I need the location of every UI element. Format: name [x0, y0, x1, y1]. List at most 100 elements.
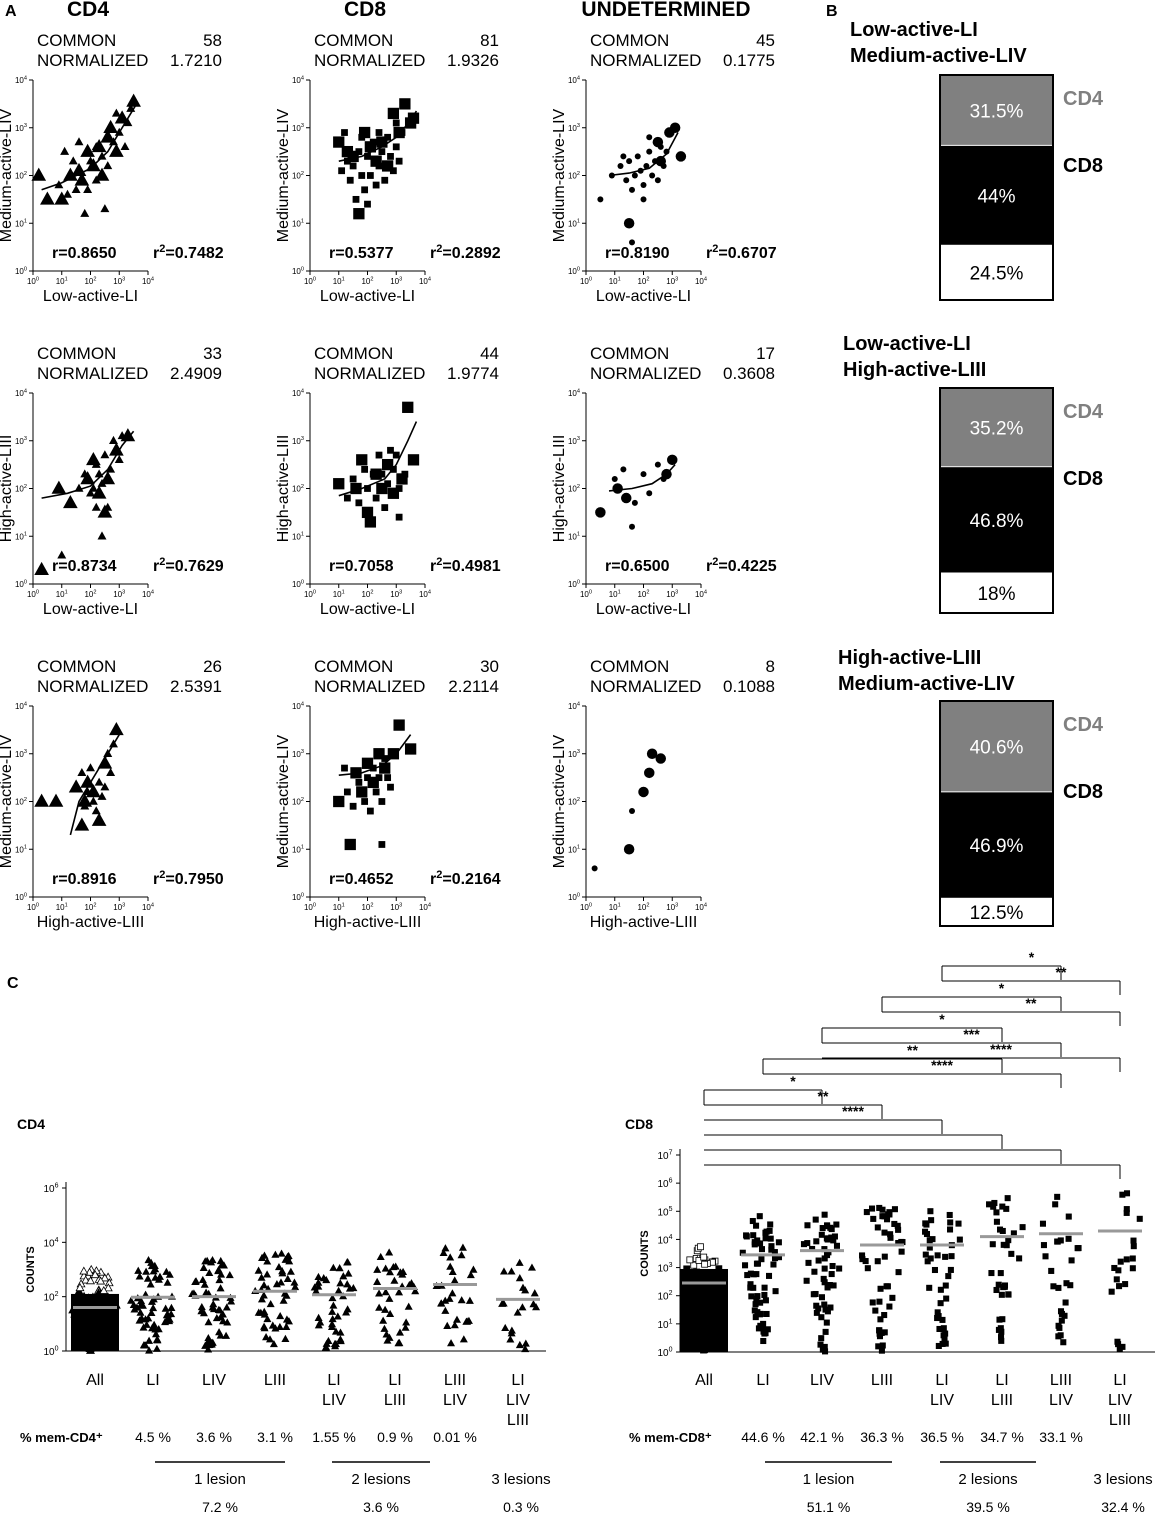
tick-exponent: 4: [577, 388, 580, 394]
data-point: [225, 1270, 234, 1279]
data-point: [1123, 1190, 1131, 1197]
common-value: 33: [203, 344, 222, 363]
tick-base: 10: [113, 590, 122, 599]
data-point: [80, 471, 95, 485]
data-point: [1040, 1242, 1047, 1249]
x-tick-label: 103: [390, 902, 402, 912]
data-point: [387, 748, 400, 760]
r2-number: =0.4225: [718, 558, 776, 575]
data-point: [54, 191, 70, 205]
legend-cd8: CD8: [1063, 781, 1103, 803]
data-point: [148, 1324, 157, 1332]
data-point: [290, 1278, 299, 1286]
data-point: [275, 1322, 284, 1331]
y-tick-label: 100: [292, 579, 304, 589]
data-point: [385, 1294, 394, 1302]
data-point: [942, 1253, 949, 1260]
data-point: [103, 502, 113, 511]
data-point: [513, 1308, 522, 1316]
data-point: [772, 1288, 779, 1295]
group-label: LIII: [1109, 1412, 1131, 1429]
tick-base: 10: [333, 277, 342, 286]
tick-exponent: 2: [646, 902, 649, 908]
x-tick-label: 103: [113, 589, 125, 599]
r2-number: =0.7950: [165, 871, 223, 888]
data-point: [212, 1313, 221, 1322]
data-point: [276, 1312, 285, 1320]
data-point: [821, 1265, 828, 1272]
data-point: [364, 200, 371, 208]
data-point: [369, 470, 377, 478]
tick-base: 10: [568, 437, 577, 446]
data-point: [1042, 1253, 1049, 1260]
r2-number: =0.6707: [718, 245, 776, 262]
data-point: [770, 1261, 777, 1268]
bar-segment: [940, 467, 1053, 573]
data-point: [742, 1262, 749, 1269]
tick-exponent: 1: [577, 532, 580, 538]
common-label: COMMON: [590, 344, 669, 363]
pct-value: 1.55 %: [312, 1429, 356, 1445]
data-point: [767, 1221, 774, 1228]
data-point: [1056, 1324, 1063, 1331]
data-point: [457, 1251, 466, 1259]
tick-exponent: 2: [646, 589, 649, 595]
data-point: [1054, 1193, 1061, 1200]
group-label: LIV: [930, 1392, 954, 1409]
data-point: [821, 1343, 828, 1350]
tick-base: 10: [15, 750, 24, 759]
data-point: [457, 1296, 466, 1304]
data-point: [869, 1205, 876, 1212]
bar-segment: [940, 792, 1053, 898]
r2-symbol: r: [706, 558, 712, 575]
data-point: [803, 1277, 810, 1284]
data-point: [1129, 1265, 1136, 1272]
tick-exponent: 3: [675, 902, 678, 908]
data-point: [753, 1222, 760, 1229]
common-value: 17: [756, 344, 775, 363]
bar-outline: [939, 74, 1054, 301]
data-point: [818, 1314, 825, 1321]
bar-outline: [939, 387, 1054, 614]
y-tick-label: 105: [657, 1206, 672, 1219]
data-point: [875, 1343, 882, 1350]
tick-exponent: 0: [24, 892, 27, 898]
tick-exponent: 1: [577, 219, 580, 225]
data-point: [129, 1300, 138, 1309]
data-point: [381, 458, 394, 471]
x-tick-label: 100: [304, 589, 316, 599]
group-label: LIII: [264, 1372, 286, 1389]
data-point: [79, 1266, 89, 1275]
data-point: [667, 454, 678, 466]
tick-base: 10: [361, 903, 370, 912]
data-point: [826, 1282, 833, 1289]
significance-stars: ****: [842, 1103, 864, 1119]
data-point: [621, 492, 632, 504]
data-point: [378, 470, 386, 478]
data-point: [90, 1270, 100, 1279]
data-point: [765, 1272, 773, 1279]
data-point: [886, 1211, 893, 1218]
data-point: [86, 156, 95, 165]
tick-base: 10: [609, 903, 618, 912]
r2-symbol: r: [430, 245, 436, 262]
data-point: [450, 1276, 459, 1284]
bar-title: Medium-active-LIV: [850, 45, 1027, 67]
significance-stars: *: [939, 1011, 945, 1027]
data-point: [286, 1267, 295, 1275]
data-point: [876, 1327, 883, 1334]
data-point: [216, 1331, 225, 1339]
normalized-label: NORMALIZED: [314, 364, 425, 383]
data-point: [1065, 1213, 1072, 1220]
data-point: [375, 1303, 384, 1311]
lesion-label: 3 lesions: [1093, 1471, 1152, 1488]
tick-exponent: 3: [399, 589, 402, 595]
data-point: [333, 795, 345, 808]
data-point: [81, 1275, 91, 1284]
y-tick-label: 102: [15, 797, 27, 807]
data-point: [34, 561, 49, 575]
y-tick-label: 101: [568, 845, 580, 855]
data-point: [743, 1232, 750, 1239]
data-point: [701, 1260, 709, 1268]
